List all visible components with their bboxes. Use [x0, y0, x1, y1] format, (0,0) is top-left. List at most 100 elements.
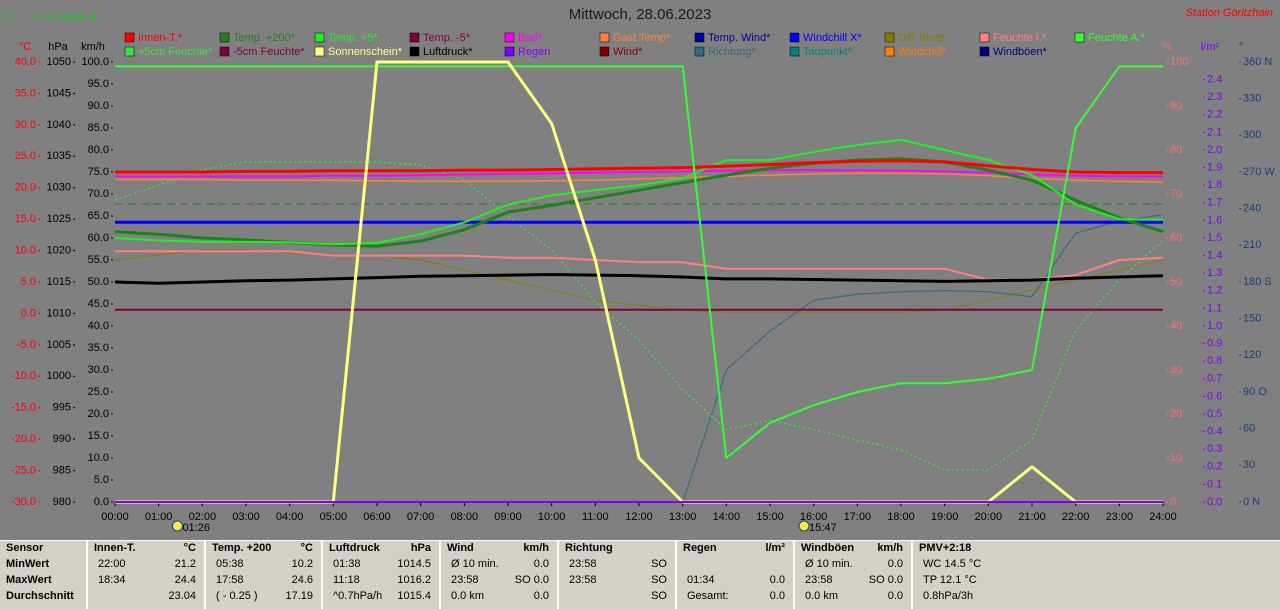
y-tick-label: -20.0 — [11, 433, 36, 445]
axis-title: ° — [1239, 41, 1243, 53]
column-separator — [439, 541, 441, 609]
legend-label: Luftdruck* — [423, 46, 473, 58]
y-tick-label: 0 — [1170, 496, 1176, 508]
cell: 0.0 — [887, 590, 903, 602]
legend-swatch — [219, 32, 230, 43]
cell: 24.6 — [291, 574, 313, 586]
y-tick-label: 0 N — [1243, 496, 1260, 508]
cell: 23.04 — [168, 590, 196, 602]
cell: 17:58 — [216, 574, 244, 586]
y-tick-label: 90 — [1170, 100, 1182, 112]
stats-table: Sensor MinWert MaxWert Durchschnitt Innen-T.… — [0, 540, 1280, 609]
y-tick-label: 0.3 — [1207, 443, 1222, 455]
x-tick-label: 08:00 — [451, 511, 479, 523]
cell: Durchschnitt — [6, 590, 74, 602]
y-tick-label: 60 — [1170, 232, 1182, 244]
column-separator — [675, 541, 677, 609]
y-tick-label: 15.0 — [88, 430, 109, 442]
legend-label: Innen-T.* — [138, 32, 183, 44]
axis-title: km/h — [81, 41, 105, 53]
series-line — [114, 138, 1164, 246]
y-tick-label: 360 N — [1243, 56, 1272, 68]
y-tick-label: 240 — [1243, 203, 1261, 215]
cell: ( - 0.25 ) — [216, 590, 258, 602]
y-tick-label: 55.0 — [88, 254, 109, 266]
y-tick-label: 0.2 — [1207, 461, 1222, 473]
cell: TP 12.1 °C — [923, 574, 977, 586]
y-tick-label: 25.0 — [88, 386, 109, 398]
y-tick-label: 2.4 — [1207, 74, 1222, 86]
y-tick-label: 0.0 — [94, 496, 109, 508]
column-separator — [86, 541, 88, 609]
cell: 21.2 — [174, 558, 196, 570]
y-tick-label: 1005 — [47, 339, 71, 351]
legend-label: Diff Temp. — [898, 32, 947, 44]
cell: MinWert — [6, 558, 50, 570]
y-tick-label: 0.0 — [1207, 496, 1222, 508]
legend-swatch — [124, 46, 135, 57]
y-tick-label: 35.0 — [88, 342, 109, 354]
x-tick-label: 16:00 — [800, 511, 828, 523]
y-tick-label: 1000 — [47, 370, 71, 382]
y-tick-label: 985 — [53, 464, 71, 476]
y-tick-label: 80 — [1170, 144, 1182, 156]
x-tick-label: 11:00 — [582, 511, 609, 523]
cell: 17.19 — [285, 590, 313, 602]
legend-label: Feuchte I.* — [993, 32, 1047, 44]
legend-swatch — [409, 32, 420, 43]
cell: SO — [651, 574, 667, 586]
y-tick-label: -15.0 — [11, 402, 36, 414]
legend-swatch — [884, 32, 895, 43]
legend-label: Richtung* — [708, 46, 756, 58]
y-tick-label: 30 — [1243, 459, 1255, 471]
y-tick-label: 210 — [1243, 239, 1261, 251]
y-tick-label: 1.9 — [1207, 162, 1222, 174]
legend-label: Windchill* — [898, 46, 947, 58]
column-separator — [557, 541, 559, 609]
cell: 0.0 — [769, 590, 785, 602]
legend-label: Windböen* — [993, 46, 1048, 58]
y-tick-label: -30.0 — [11, 496, 36, 508]
legend-swatch — [599, 32, 610, 43]
x-tick-label: 00:00 — [101, 511, 129, 523]
station-name: Station Göritzhain — [1186, 7, 1273, 19]
series-line — [115, 65, 1163, 459]
x-tick-label: 07:00 — [407, 511, 435, 523]
column-title: PMV+2:18 — [919, 542, 972, 554]
y-tick-label: 1010 — [47, 307, 71, 319]
legend-swatch — [694, 32, 705, 43]
cell: 0.0 — [769, 574, 785, 586]
y-tick-label: 0.1 — [1207, 478, 1222, 490]
x-tick-label: 14:00 — [713, 511, 741, 523]
cell: 23:58 — [805, 574, 833, 586]
legend-swatch — [409, 46, 420, 57]
y-tick-label: 1050 — [47, 56, 71, 68]
cell: 0.0 km — [805, 590, 839, 602]
legend-label: Feuchte A.* — [1088, 32, 1146, 44]
y-tick-label: 1025 — [47, 213, 71, 225]
column-separator — [321, 541, 323, 609]
legend-swatch — [504, 32, 515, 43]
column-unit: °C — [183, 542, 196, 554]
cell: 1015.4 — [397, 590, 431, 602]
y-tick-label: 0.7 — [1207, 373, 1222, 385]
legend-label: -5cm Feuchte* — [233, 46, 305, 58]
cell: 0.0 — [533, 590, 549, 602]
x-tick-label: 22:00 — [1062, 511, 1090, 523]
legend-label: Taupunkt* — [803, 46, 853, 58]
y-tick-label: 0.4 — [1207, 426, 1222, 438]
y-tick-label: 100 — [1170, 56, 1188, 68]
x-tick-label: 02:00 — [189, 511, 217, 523]
y-tick-label: 35.0 — [15, 87, 36, 99]
legend-swatch — [314, 46, 325, 57]
cell: Ø 10 min. — [451, 558, 499, 570]
y-tick-label: 1.7 — [1207, 197, 1222, 209]
legend-swatch — [694, 46, 705, 57]
y-tick-label: 1.6 — [1207, 214, 1222, 226]
y-tick-label: 65.0 — [88, 210, 109, 222]
average-icon — [4, 11, 15, 22]
legend-swatch — [1074, 32, 1085, 43]
y-tick-label: 300 — [1243, 129, 1261, 141]
y-tick-label: 1.1 — [1207, 302, 1222, 314]
y-tick-label: 20 — [1170, 408, 1182, 420]
